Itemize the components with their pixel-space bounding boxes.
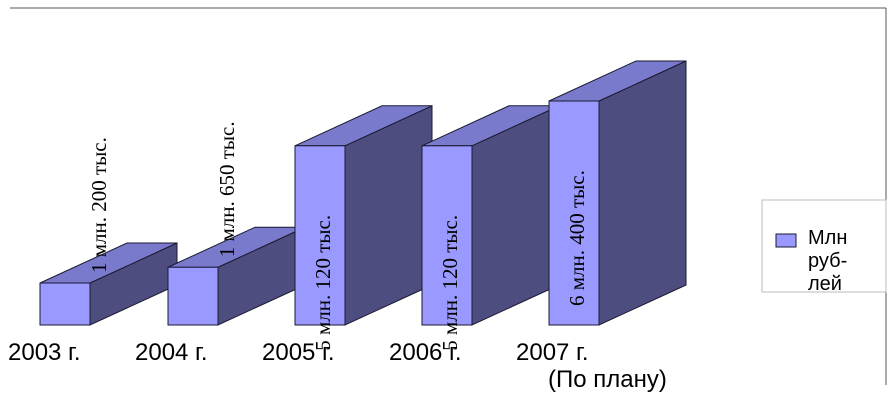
- data-label: 5 млн. 120 тыс.: [438, 215, 462, 351]
- x-tick-note: (По плану): [548, 366, 667, 393]
- data-labels-layer: 1 млн. 200 тыс. 1 млн. 650 тыс. 5 млн. 120…: [87, 121, 589, 350]
- bar-front: [39, 282, 91, 326]
- bar: [421, 105, 560, 326]
- bar: [548, 60, 687, 326]
- x-tick-label: 2007 г.: [516, 339, 589, 366]
- bar-side: [598, 60, 687, 326]
- bar: [39, 242, 178, 326]
- bar-front: [548, 100, 600, 326]
- legend-swatch: [775, 233, 797, 248]
- data-label: 1 млн. 200 тыс.: [87, 137, 111, 273]
- legend-label-line-1: Млн: [808, 227, 847, 249]
- x-tick-label: 2003 г.: [8, 339, 81, 366]
- bar: [294, 105, 433, 326]
- bar-front: [167, 266, 219, 326]
- x-tick-label: 2006 г.: [389, 339, 462, 366]
- legend-label-line-2: руб-: [808, 250, 847, 272]
- x-tick-label: 2004 г.: [135, 339, 208, 366]
- x-tick-label: 2005 г.: [262, 339, 335, 366]
- data-label: 5 млн. 120 тыс.: [311, 215, 335, 351]
- data-label: 6 млн. 400 тыс.: [565, 170, 589, 306]
- bar-front: [294, 145, 346, 326]
- data-label: 1 млн. 650 тыс.: [215, 121, 239, 257]
- x-axis-labels: 2003 г. 2004 г. 2005 г. 2006 г. 2007 г.(По п…: [8, 339, 667, 393]
- bars-layer: [39, 60, 687, 326]
- legend: Млн руб- лей: [761, 199, 887, 295]
- legend-label-line-3: лей: [808, 273, 842, 295]
- bar-front: [421, 145, 473, 326]
